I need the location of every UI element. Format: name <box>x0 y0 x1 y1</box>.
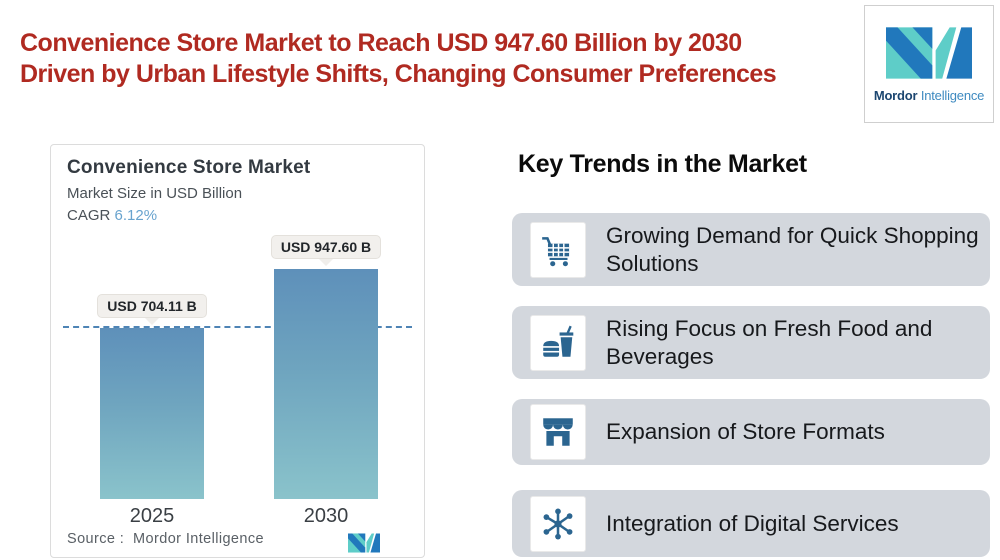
trend-card-store-formats: Expansion of Store Formats <box>512 399 990 465</box>
chart-subtitle: Market Size in USD Billion <box>67 185 243 202</box>
trend-label: Integration of Digital Services <box>606 510 899 536</box>
icon-tile <box>530 221 586 278</box>
x-axis-label-2030: 2030 <box>303 505 349 527</box>
trend-card-digital-services: Integration of Digital Services <box>512 490 990 557</box>
trend-label: Expansion of Store Formats <box>606 419 885 444</box>
trend-label: Growing Demand for Quick Shopping Soluti… <box>606 222 979 276</box>
brand-wordmark: Mordor Intelligence <box>873 87 985 103</box>
page-title-line2: Driven by Urban Lifestyle Shifts, Changi… <box>20 60 777 88</box>
cagr-value: 6.12% <box>114 207 158 224</box>
source-attribution: Source : Mordor Intelligence <box>67 531 264 547</box>
key-trends-heading: Key Trends in the Market <box>518 150 807 178</box>
chart-cagr: CAGR 6.12% <box>67 207 157 224</box>
x-axis-label-2025: 2025 <box>129 505 175 527</box>
icon-tile <box>530 314 586 371</box>
storefront-icon <box>543 418 573 446</box>
chart-title: Convenience Store Market <box>67 157 311 178</box>
bar-2025 <box>100 328 204 499</box>
bar-group-2025: USD 704.11 B <box>92 294 212 499</box>
trend-card-quick-shopping: Growing Demand for Quick Shopping Soluti… <box>512 213 990 286</box>
icon-tile <box>530 495 586 552</box>
mordor-intelligence-mini-logo-icon <box>348 533 380 553</box>
value-label-2030: USD 947.60 B <box>270 235 382 259</box>
page-title: Convenience Store Market to Reach USD 94… <box>20 28 850 90</box>
icon-tile <box>530 404 586 460</box>
bar-chart-plot-area: USD 704.11 B USD 947.60 B <box>51 145 424 499</box>
digital-network-icon <box>543 507 573 540</box>
brand-logo-box: Mordor Intelligence <box>864 5 994 123</box>
page-title-line1: Convenience Store Market to Reach USD 94… <box>20 29 742 57</box>
value-label-pointer-icon <box>319 259 333 266</box>
bar-group-2030: USD 947.60 B <box>266 235 386 499</box>
value-label-pointer-icon <box>145 318 159 325</box>
reference-dashed-line <box>63 326 412 328</box>
brand-name-bold: Mordor <box>873 87 918 103</box>
market-chart-card: Convenience Store Market Market Size in … <box>50 144 425 558</box>
mordor-intelligence-logo-icon <box>886 26 972 79</box>
fast-food-icon <box>543 325 574 357</box>
brand-name-light: Intelligence <box>920 87 985 103</box>
shopping-cart-icon <box>542 236 570 266</box>
bar-2030 <box>274 269 378 499</box>
cagr-label: CAGR <box>67 207 115 224</box>
trend-label: Rising Focus on Fresh Food and Beverages <box>606 315 933 369</box>
trend-card-fresh-food: Rising Focus on Fresh Food and Beverages <box>512 306 990 379</box>
value-label-2025: USD 704.11 B <box>97 294 207 318</box>
